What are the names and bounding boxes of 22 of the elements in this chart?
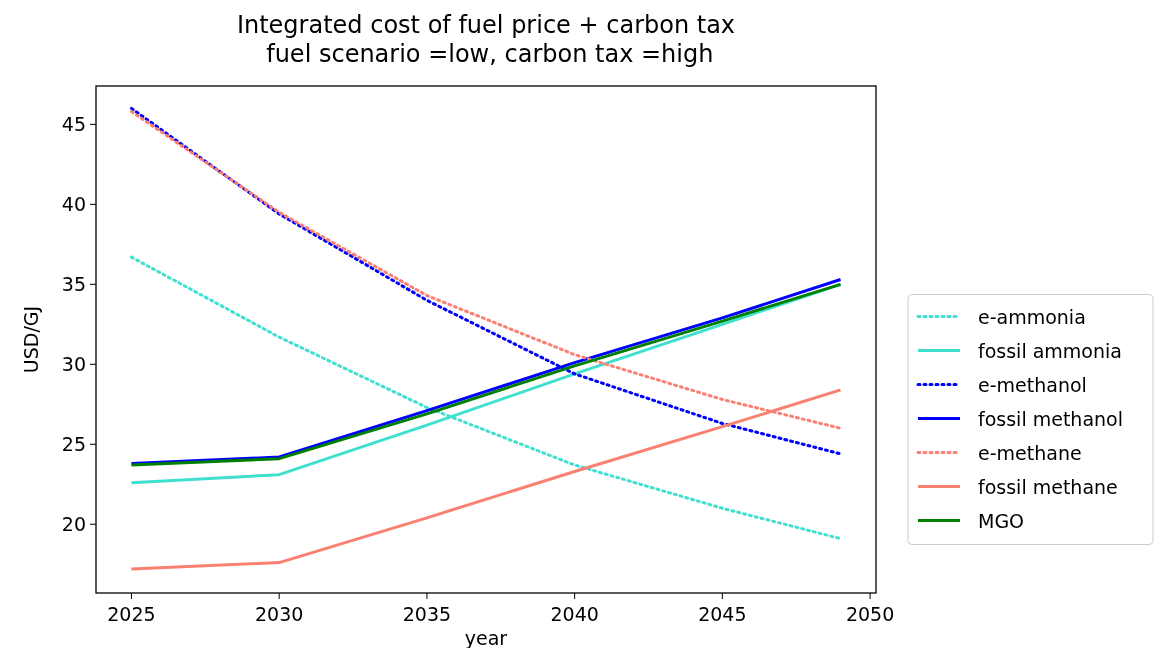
x-tick-label: 2040 xyxy=(550,603,599,625)
legend-label: fossil methane xyxy=(978,475,1118,498)
y-axis-title: USD/GJ xyxy=(20,305,42,374)
y-tick-label: 45 xyxy=(61,113,86,136)
y-tick-label: 20 xyxy=(61,513,86,536)
x-tick-label: 2025 xyxy=(107,603,156,625)
x-tick-label: 2050 xyxy=(845,603,895,625)
legend-label: fossil methanol xyxy=(978,407,1123,430)
legend-label: e-methane xyxy=(978,441,1082,464)
chart-title: Integrated cost of fuel price + carbon tax fuel scenario =low, carbon tax =high xyxy=(236,11,736,68)
x-tick-label: 2035 xyxy=(402,603,452,625)
y-tick-label: 40 xyxy=(61,193,86,216)
legend-label: MGO xyxy=(978,509,1025,532)
x-tick-label: 2030 xyxy=(255,603,304,625)
x-tick-label: 2045 xyxy=(698,603,747,625)
y-tick-label: 35 xyxy=(61,273,86,296)
legend-label: e-methanol xyxy=(978,373,1087,396)
y-tick-label: 30 xyxy=(61,353,86,376)
legend-label: fossil ammonia xyxy=(978,339,1122,362)
y-tick-label: 25 xyxy=(61,433,86,456)
legend-label: e-ammonia xyxy=(978,305,1086,328)
line-series xyxy=(129,255,843,541)
